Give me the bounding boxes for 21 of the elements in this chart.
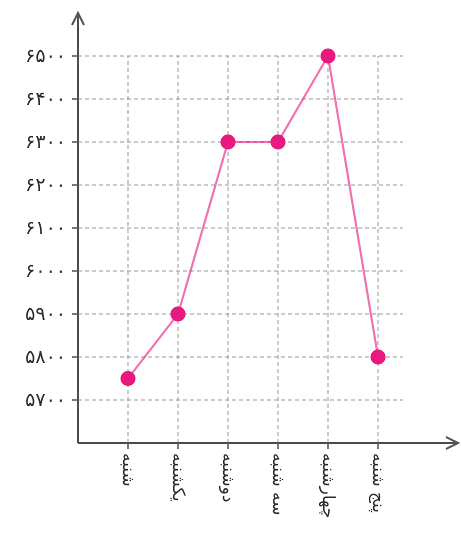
y-tick-label: ۵۸۰۰ [25, 346, 66, 368]
point [320, 48, 336, 64]
x-tick-label: یکشنبه [168, 453, 188, 502]
x-tick-label: پنج شنبه [368, 453, 388, 514]
y-tick-label: ۵۷۰۰ [25, 389, 66, 411]
x-tick-label: چهارشنبه [318, 453, 338, 518]
x-tick-label: شنبه [118, 453, 138, 487]
point [120, 371, 136, 386]
y-tick-label: ۶۴۰۰ [25, 88, 66, 110]
y-tick-label: ۶۵۰۰ [25, 45, 66, 67]
point [220, 134, 236, 150]
y-tick-label: ۵۹۰۰ [25, 303, 66, 325]
y-tick-label: ۶۰۰۰ [25, 260, 66, 282]
y-tick-label: ۶۱۰۰ [25, 217, 66, 239]
x-tick-label: دوشنبه [218, 453, 238, 502]
x-tick-label: سه شنبه [268, 453, 288, 516]
point [270, 134, 286, 150]
y-tick-label: ۶۲۰۰ [25, 174, 66, 196]
point [170, 306, 186, 322]
y-tick-label: ۶۳۰۰ [25, 131, 66, 153]
point [370, 350, 386, 364]
